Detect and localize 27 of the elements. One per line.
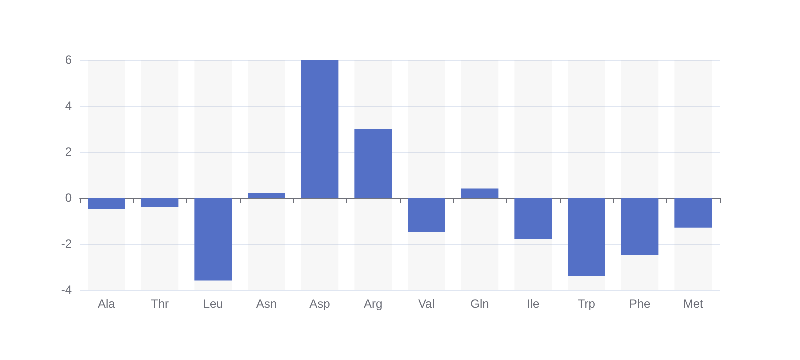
x-tick-label: Phe [629, 297, 651, 311]
x-tick-label: Leu [203, 297, 224, 311]
x-tick-label: Ala [98, 297, 116, 311]
bar [461, 188, 499, 198]
x-tick-label: Asn [256, 297, 278, 311]
bar [674, 198, 712, 228]
y-tick-label: 0 [65, 191, 72, 205]
y-tick-label: 4 [65, 99, 72, 113]
x-tick-label: Thr [151, 297, 170, 311]
bar [408, 198, 446, 232]
bar [354, 129, 392, 198]
x-tick-label: Gln [470, 297, 490, 311]
x-tick-label: Asp [310, 297, 331, 311]
x-tick-label: Trp [578, 297, 596, 311]
bar [514, 198, 552, 240]
y-tick-label: 2 [65, 145, 72, 159]
bar [88, 198, 126, 210]
bar [621, 198, 659, 256]
x-tick-label: Val [418, 297, 435, 311]
bar [248, 193, 286, 198]
x-tick-label: Met [683, 297, 704, 311]
y-tick-label: -2 [61, 237, 72, 251]
x-tick-label: Arg [364, 297, 383, 311]
bar [141, 198, 179, 208]
x-tick-label: Ile [526, 297, 540, 311]
y-tick-label: 6 [65, 53, 72, 67]
y-tick-label: -4 [61, 283, 72, 297]
